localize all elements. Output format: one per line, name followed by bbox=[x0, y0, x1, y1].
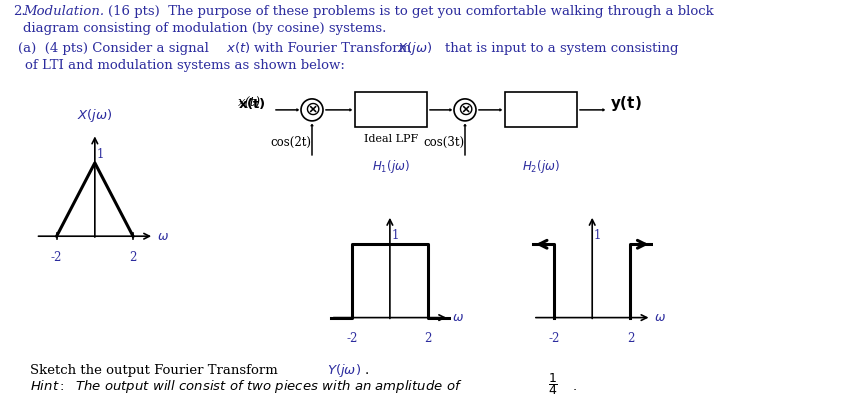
Text: 1: 1 bbox=[96, 148, 104, 161]
Text: $\omega$: $\omega$ bbox=[452, 311, 464, 324]
Text: Sketch the output Fourier Transform: Sketch the output Fourier Transform bbox=[30, 364, 282, 377]
Text: 2: 2 bbox=[424, 332, 432, 345]
Text: of LTI and modulation systems as shown below:: of LTI and modulation systems as shown b… bbox=[25, 59, 345, 72]
Text: $\omega$: $\omega$ bbox=[157, 230, 169, 243]
Text: 2.: 2. bbox=[13, 5, 25, 18]
Text: $H_2(j\omega)$: $H_2(j\omega)$ bbox=[522, 158, 560, 175]
Text: -2: -2 bbox=[346, 332, 357, 345]
Text: x(t): x(t) bbox=[238, 97, 261, 110]
Text: -2: -2 bbox=[51, 251, 62, 264]
Text: (16 pts)  The purpose of these problems is to get you comfortable walking throug: (16 pts) The purpose of these problems i… bbox=[108, 5, 714, 18]
Text: $H_1(j\omega)$: $H_1(j\omega)$ bbox=[372, 158, 410, 175]
Text: $\mathbf{y(t)}$: $\mathbf{y(t)}$ bbox=[610, 94, 642, 114]
Text: 1: 1 bbox=[391, 229, 399, 242]
Bar bbox=[505, 92, 577, 127]
Text: $Y(j\omega)$: $Y(j\omega)$ bbox=[327, 362, 361, 379]
Text: $\otimes$: $\otimes$ bbox=[457, 101, 473, 119]
Text: $X(j\omega)$: $X(j\omega)$ bbox=[77, 107, 113, 124]
Text: .: . bbox=[365, 364, 369, 377]
Text: that is input to a system consisting: that is input to a system consisting bbox=[445, 42, 679, 55]
Text: $\it{.}$: $\it{.}$ bbox=[572, 380, 577, 393]
Text: $\omega$: $\omega$ bbox=[654, 311, 666, 324]
Text: $x(t)$: $x(t)$ bbox=[226, 40, 250, 55]
Text: 2: 2 bbox=[129, 251, 137, 264]
Text: $X(j\omega)$: $X(j\omega)$ bbox=[397, 40, 432, 57]
Text: (a)  (4 pts) Consider a signal: (a) (4 pts) Consider a signal bbox=[18, 42, 209, 55]
Bar bbox=[355, 92, 427, 127]
Text: $\it{Hint:}$  $\it{The\ output\ will\ consist\ of\ two\ pieces\ with\ an\ amplit: $\it{Hint:}$ $\it{The\ output\ will\ con… bbox=[30, 378, 463, 395]
Text: cos(3t): cos(3t) bbox=[423, 136, 464, 149]
Text: with Fourier Transform: with Fourier Transform bbox=[254, 42, 411, 55]
Text: $H_1(j\omega)$: $H_1(j\omega)$ bbox=[373, 103, 409, 117]
Text: $\mathbf{x(t)}$: $\mathbf{x(t)}$ bbox=[238, 96, 266, 112]
Text: cos(2t): cos(2t) bbox=[270, 136, 311, 149]
Text: diagram consisting of modulation (by cosine) systems.: diagram consisting of modulation (by cos… bbox=[23, 22, 386, 35]
Text: 1: 1 bbox=[593, 229, 601, 242]
Text: Ideal LPF: Ideal LPF bbox=[364, 134, 418, 144]
Text: $\dfrac{1}{4}$: $\dfrac{1}{4}$ bbox=[548, 372, 558, 397]
Text: -2: -2 bbox=[548, 332, 560, 345]
Text: $H_2(j\omega)$: $H_2(j\omega)$ bbox=[524, 103, 559, 117]
Text: 2: 2 bbox=[626, 332, 634, 345]
Text: $\otimes$: $\otimes$ bbox=[303, 101, 320, 119]
Text: Modulation.: Modulation. bbox=[23, 5, 105, 18]
